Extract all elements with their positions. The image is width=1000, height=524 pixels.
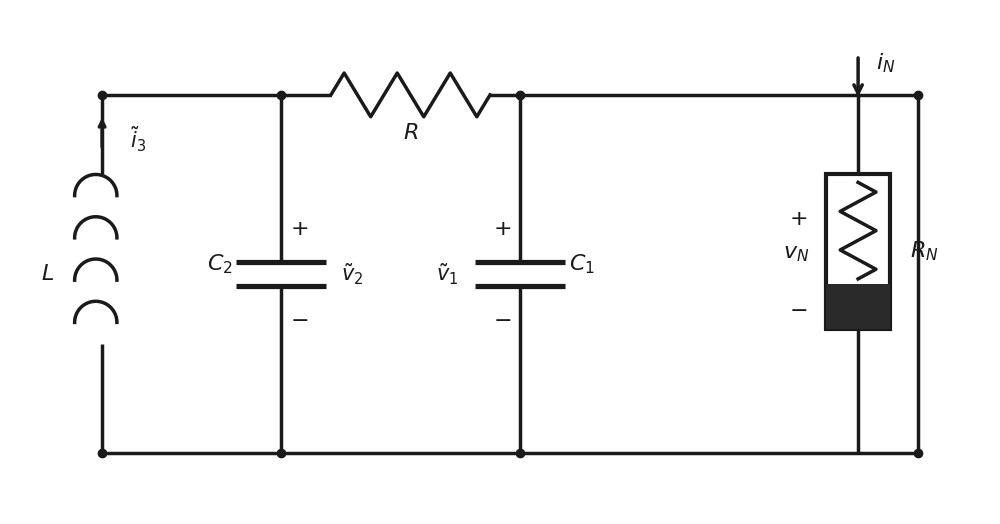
Text: $-$: $-$ xyxy=(290,309,308,329)
Text: $\tilde{i}_3$: $\tilde{i}_3$ xyxy=(130,125,146,155)
Text: $R_N$: $R_N$ xyxy=(910,240,938,264)
Text: $L$: $L$ xyxy=(41,264,54,284)
Bar xyxy=(826,174,890,329)
Bar xyxy=(826,284,890,329)
Text: $-$: $-$ xyxy=(493,309,511,329)
Text: $R$: $R$ xyxy=(403,123,418,143)
Text: $+$: $+$ xyxy=(789,209,808,229)
Text: $v_N$: $v_N$ xyxy=(783,244,810,264)
Text: $-$: $-$ xyxy=(789,299,808,319)
Text: $\tilde{v}_1$: $\tilde{v}_1$ xyxy=(436,261,458,287)
Text: $+$: $+$ xyxy=(493,219,511,239)
Text: $+$: $+$ xyxy=(290,219,308,239)
Text: $i_N$: $i_N$ xyxy=(876,51,895,75)
Text: $C_1$: $C_1$ xyxy=(569,252,595,276)
Text: $C_2$: $C_2$ xyxy=(207,252,232,276)
Text: $\tilde{v}_2$: $\tilde{v}_2$ xyxy=(341,261,363,287)
